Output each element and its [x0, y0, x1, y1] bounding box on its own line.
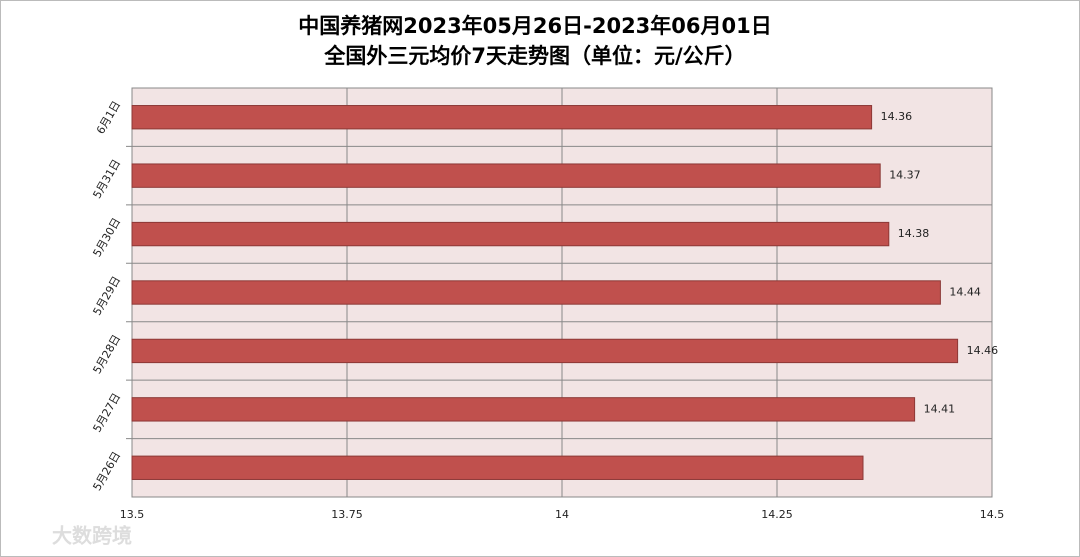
value-label: 14.44 — [949, 286, 981, 299]
bar — [131, 455, 864, 480]
watermark: 大数跨境 — [52, 524, 132, 548]
x-tick-label: 13.5 — [120, 508, 145, 521]
value-label: 14.36 — [881, 110, 913, 123]
x-tick-label: 14.25 — [761, 508, 793, 521]
x-tick-label: 14.5 — [980, 508, 1005, 521]
bar — [131, 105, 873, 130]
bar — [131, 163, 881, 188]
value-label: 14.37 — [889, 169, 921, 182]
x-tick-label: 13.75 — [331, 508, 363, 521]
value-label: 14.46 — [967, 344, 999, 357]
bar — [131, 221, 890, 247]
chart-title: 中国养猪网2023年05月26日-2023年06月01日 — [298, 14, 772, 38]
bar — [131, 338, 959, 364]
value-label: 14.38 — [898, 227, 930, 240]
value-label: 14.41 — [924, 402, 956, 415]
bar — [131, 397, 916, 422]
bar — [131, 280, 941, 305]
chart-subtitle: 全国外三元均价7天走势图（单位：元/公斤） — [323, 44, 745, 68]
x-tick-label: 14 — [555, 508, 569, 521]
